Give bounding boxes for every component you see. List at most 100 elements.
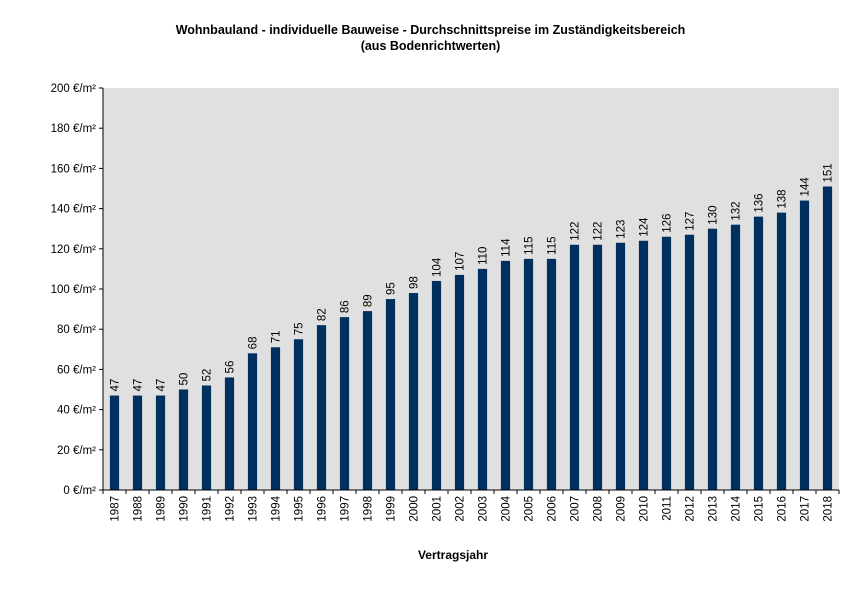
x-tick-label-1989: 1989 bbox=[156, 496, 168, 522]
data-label-2008: 122 bbox=[593, 222, 605, 241]
x-tick-label-1995: 1995 bbox=[294, 496, 306, 522]
bar-2014 bbox=[730, 224, 741, 490]
x-tick-label-1991: 1991 bbox=[202, 496, 214, 522]
data-label-2009: 123 bbox=[616, 220, 628, 239]
bar-2002 bbox=[454, 274, 465, 490]
x-tick-label-1993: 1993 bbox=[248, 496, 260, 522]
bar-2000 bbox=[408, 293, 419, 490]
x-tick-label-2002: 2002 bbox=[455, 496, 467, 522]
x-tick-label-2010: 2010 bbox=[639, 496, 651, 522]
x-tick-label-2011: 2011 bbox=[662, 496, 674, 521]
data-label-1997: 86 bbox=[340, 300, 352, 313]
bar-2008 bbox=[592, 244, 603, 490]
bar-1988 bbox=[132, 395, 143, 490]
data-label-2003: 110 bbox=[478, 247, 490, 265]
x-tick-label-2013: 2013 bbox=[708, 496, 720, 522]
bar-1993 bbox=[247, 353, 258, 490]
bar-1991 bbox=[201, 385, 212, 490]
x-tick-label-2014: 2014 bbox=[731, 495, 743, 521]
bar-2005 bbox=[523, 258, 534, 490]
y-tick-label: 200 €/m² bbox=[51, 83, 97, 95]
bar-1992 bbox=[224, 377, 235, 490]
bar-2017 bbox=[799, 200, 810, 490]
data-label-1992: 56 bbox=[225, 361, 237, 374]
bar-1994 bbox=[270, 347, 281, 490]
data-label-2005: 115 bbox=[524, 237, 536, 255]
x-tick-label-1998: 1998 bbox=[363, 496, 375, 522]
data-label-2014: 132 bbox=[731, 201, 743, 220]
x-tick-label-2012: 2012 bbox=[685, 496, 697, 522]
data-labels: 47 47 47 50 52 56 68 71 75 82 86 89 95 98 104 107 110 114… bbox=[110, 163, 835, 391]
y-tick-label: 140 €/m² bbox=[51, 204, 97, 216]
bar-2011 bbox=[661, 236, 672, 490]
bar-2010 bbox=[638, 240, 649, 490]
x-tick-label-1987: 1987 bbox=[110, 496, 122, 522]
x-tick-label-2007: 2007 bbox=[570, 496, 582, 522]
bar-1990 bbox=[178, 389, 189, 490]
x-tick-label-2018: 2018 bbox=[823, 496, 835, 522]
data-label-2011: 126 bbox=[662, 214, 674, 233]
bar-2013 bbox=[707, 228, 718, 490]
y-tick-label: 80 €/m² bbox=[57, 324, 96, 336]
x-tick-label-2016: 2016 bbox=[777, 496, 789, 522]
y-tick-label: 40 €/m² bbox=[57, 405, 96, 417]
chart-subtitle: (aus Bodenrichtwerten) bbox=[360, 39, 501, 53]
x-tick-label-1990: 1990 bbox=[179, 496, 191, 522]
data-label-2001: 104 bbox=[432, 257, 444, 277]
x-tick-label-2008: 2008 bbox=[593, 496, 605, 522]
data-label-1998: 89 bbox=[363, 294, 375, 307]
bar-1997 bbox=[339, 317, 350, 490]
plot-area bbox=[103, 88, 839, 490]
x-tick-label-2004: 2004 bbox=[501, 495, 513, 521]
data-label-1989: 47 bbox=[156, 379, 168, 392]
y-axis: 0 €/m² 20 €/m² 40 €/m² 60 €/m² 80 €/m² 100 €/… bbox=[51, 83, 104, 497]
bar-2006 bbox=[546, 258, 557, 490]
data-label-1991: 52 bbox=[202, 369, 214, 382]
data-label-2016: 138 bbox=[777, 189, 789, 208]
bar-2001 bbox=[431, 280, 442, 490]
x-tick-label-1992: 1992 bbox=[225, 496, 237, 522]
bar-2015 bbox=[753, 216, 764, 490]
data-label-2000: 98 bbox=[409, 276, 421, 289]
y-tick-label: 120 €/m² bbox=[51, 244, 97, 256]
data-label-1990: 50 bbox=[179, 373, 191, 386]
data-label-1988: 47 bbox=[133, 379, 145, 392]
data-label-2010: 124 bbox=[639, 217, 651, 237]
chart-title: Wohnbauland - individuelle Bauweise - Du… bbox=[175, 23, 686, 37]
x-tick-label-1999: 1999 bbox=[386, 496, 398, 522]
x-tick-label-1997: 1997 bbox=[340, 496, 352, 522]
y-tick-label: 0 €/m² bbox=[63, 485, 96, 497]
x-tick-label-1996: 1996 bbox=[317, 496, 329, 522]
data-label-2004: 114 bbox=[501, 238, 513, 257]
bar-1996 bbox=[316, 325, 327, 490]
bar-1998 bbox=[362, 311, 373, 490]
x-tick-label-2000: 2000 bbox=[409, 496, 421, 522]
data-label-1987: 47 bbox=[110, 379, 122, 392]
data-label-1999: 95 bbox=[386, 282, 398, 295]
data-label-2006: 115 bbox=[547, 237, 559, 255]
data-label-2015: 136 bbox=[754, 193, 766, 212]
y-tick-label: 20 €/m² bbox=[57, 445, 96, 457]
bar-2018 bbox=[822, 186, 833, 491]
x-axis: 1987 1988 1989 1990 1991 1992 1993 1994 1995 1996… bbox=[102, 489, 840, 522]
bar-2007 bbox=[569, 244, 580, 490]
data-label-2017: 144 bbox=[800, 177, 812, 197]
x-tick-label-2017: 2017 bbox=[800, 496, 812, 522]
x-tick-label-2015: 2015 bbox=[754, 496, 766, 522]
bars bbox=[109, 186, 833, 491]
bar-1999 bbox=[385, 299, 396, 490]
data-label-1995: 75 bbox=[294, 322, 306, 335]
bar-1987 bbox=[109, 395, 120, 490]
data-label-2012: 127 bbox=[685, 212, 697, 231]
bar-1989 bbox=[155, 395, 166, 490]
x-tick-label-2006: 2006 bbox=[547, 496, 559, 522]
bar-2003 bbox=[477, 268, 488, 490]
y-tick-label: 180 €/m² bbox=[51, 123, 97, 135]
data-label-2013: 130 bbox=[708, 206, 720, 225]
bar-2009 bbox=[615, 242, 626, 490]
x-tick-label-2003: 2003 bbox=[478, 496, 490, 522]
x-tick-label-2001: 2001 bbox=[432, 496, 444, 522]
data-label-1996: 82 bbox=[317, 308, 329, 321]
bar-1995 bbox=[293, 339, 304, 490]
